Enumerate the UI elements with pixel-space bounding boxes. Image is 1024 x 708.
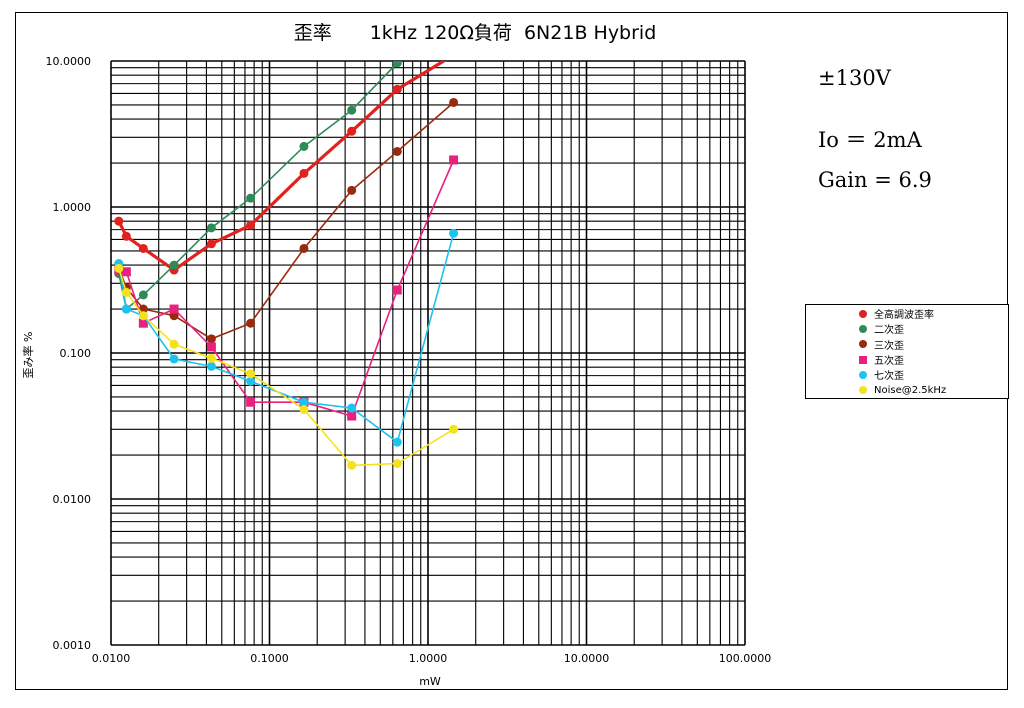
x-tick-label: 1.0000 xyxy=(409,652,448,665)
data-point xyxy=(114,216,124,226)
legend-item: 七次歪 xyxy=(806,367,1008,382)
legend-marker xyxy=(856,368,870,382)
data-point xyxy=(246,318,256,328)
data-point xyxy=(299,405,309,415)
data-point xyxy=(121,231,131,241)
data-point xyxy=(347,403,357,413)
legend-item: 三次歪 xyxy=(806,337,1008,352)
series-1 xyxy=(114,50,458,275)
legend-item: Noise@2.5kHz xyxy=(806,382,1008,397)
data-point xyxy=(138,290,148,300)
y-tick-label: 0.0010 xyxy=(53,639,92,652)
data-point xyxy=(347,411,357,421)
legend-label: 七次歪 xyxy=(874,371,904,383)
data-point xyxy=(392,285,402,295)
legend: 全高調波歪率 二次歪三次歪五次歪七次歪 Noise@2.5kHz xyxy=(805,304,1009,399)
series-2 xyxy=(114,61,402,314)
data-point xyxy=(246,376,256,386)
data-point xyxy=(169,339,179,349)
series-line xyxy=(118,233,455,444)
data-point xyxy=(138,318,148,328)
legend-marker xyxy=(856,383,870,397)
data-point xyxy=(449,50,458,59)
legend-label: 全高調波歪率 xyxy=(874,310,934,322)
data-point xyxy=(246,397,256,407)
tick-labels: 0.0100 0.1000 1.0000 10.0000 100.0000 10.0000… xyxy=(46,55,772,665)
legend-label: 三次歪 xyxy=(874,340,904,352)
data-point xyxy=(246,193,256,203)
voltage-annotation: ±130V xyxy=(818,66,891,90)
legend-item: 五次歪 xyxy=(806,352,1008,367)
y-tick-label: 0.0100 xyxy=(53,493,92,506)
y-tick-label: 1.0000 xyxy=(53,201,92,214)
data-point xyxy=(392,84,402,94)
y-tick-label: 0.100 xyxy=(60,347,92,360)
data-point xyxy=(169,304,179,314)
y-axis-label: 歪み率 % xyxy=(22,331,35,379)
grid xyxy=(110,60,746,646)
legend-item: 二次歪 xyxy=(806,321,1008,336)
data-point xyxy=(449,155,459,165)
data-point xyxy=(392,459,402,469)
data-point xyxy=(392,437,402,447)
data-point xyxy=(206,334,216,344)
data-point xyxy=(169,354,179,364)
x-tick-label: 10.0000 xyxy=(564,652,610,665)
x-tick-label: 0.0100 xyxy=(92,652,131,665)
legend-item: 全高調波歪率 xyxy=(806,306,1008,321)
data-point xyxy=(121,287,131,297)
data-point xyxy=(138,311,148,321)
series-line xyxy=(118,62,398,310)
data-point xyxy=(299,168,309,178)
current-annotation: Io ＝ 2mA xyxy=(818,128,922,152)
data-point xyxy=(206,239,216,249)
data-point xyxy=(347,126,357,136)
legend-marker xyxy=(856,337,870,351)
data-point xyxy=(449,228,459,238)
legend-marker xyxy=(856,322,870,336)
data-point xyxy=(206,342,216,352)
data-point xyxy=(449,424,459,434)
data-point xyxy=(246,220,256,230)
data-point xyxy=(206,361,216,371)
data-point xyxy=(347,460,357,470)
data-point xyxy=(246,369,256,379)
series-line xyxy=(118,268,455,467)
legend-label: Noise@2.5kHz xyxy=(874,384,947,396)
data-point xyxy=(121,304,131,314)
data-point xyxy=(347,185,357,195)
gain-annotation: Gain = 6.9 xyxy=(818,168,932,192)
data-point xyxy=(299,397,309,407)
x-tick-label: 0.1000 xyxy=(250,652,289,665)
series-layer xyxy=(114,50,459,470)
data-point xyxy=(206,223,216,233)
y-tick-label: 10.0000 xyxy=(46,55,92,68)
series-4 xyxy=(114,155,459,421)
data-point xyxy=(114,263,124,273)
series-5 xyxy=(114,228,459,447)
data-point xyxy=(299,243,309,253)
series-6 xyxy=(114,263,459,470)
data-point xyxy=(449,97,459,107)
data-point xyxy=(392,146,402,156)
data-point xyxy=(347,105,357,115)
legend-label: 二次歪 xyxy=(874,325,904,337)
data-point xyxy=(299,141,309,151)
data-point xyxy=(206,353,216,363)
chart-title: 歪率 1kHz 120Ω負荷 6N21B Hybrid xyxy=(293,22,657,44)
data-point xyxy=(169,260,179,270)
data-point xyxy=(121,267,131,277)
legend-marker xyxy=(856,353,870,367)
legend-marker xyxy=(856,307,870,321)
x-axis-label: mW xyxy=(419,675,441,688)
legend-label: 五次歪 xyxy=(874,356,904,368)
data-point xyxy=(392,61,402,68)
x-tick-label: 100.0000 xyxy=(719,652,772,665)
series-line xyxy=(117,61,447,272)
data-point xyxy=(138,243,148,253)
